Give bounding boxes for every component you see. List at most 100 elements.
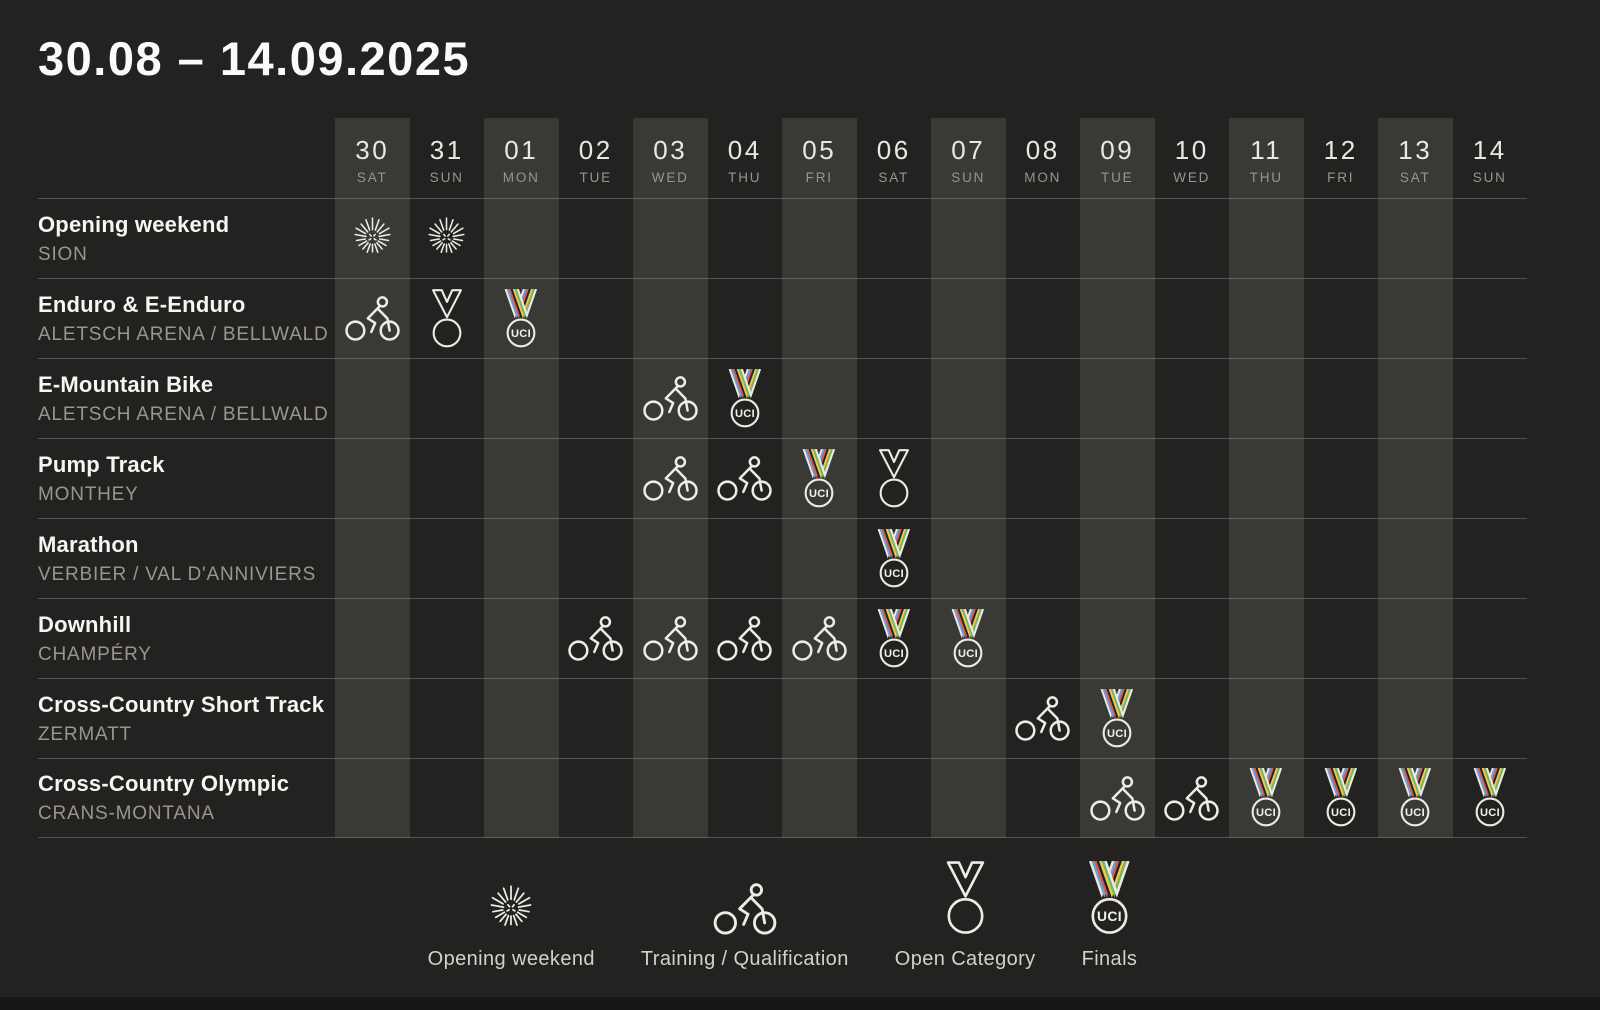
schedule-cell bbox=[1303, 438, 1378, 518]
schedule-cell bbox=[1005, 678, 1080, 758]
column-weekday: SUN bbox=[1472, 170, 1507, 185]
schedule-cell bbox=[856, 438, 931, 518]
cyclist-icon bbox=[345, 296, 400, 341]
schedule-cell bbox=[1303, 358, 1378, 438]
column-header: 04 THU bbox=[708, 118, 783, 198]
schedule-cell bbox=[1080, 678, 1155, 758]
schedule-cell bbox=[1229, 358, 1304, 438]
schedule-cell bbox=[1303, 678, 1378, 758]
schedule-cell bbox=[1154, 758, 1229, 838]
schedule-cell bbox=[633, 278, 708, 358]
legend-item: Open Category bbox=[895, 858, 1036, 971]
schedule-cell bbox=[1452, 198, 1527, 278]
schedule-cell bbox=[633, 518, 708, 598]
schedule-cell bbox=[1005, 278, 1080, 358]
column-weekday: SUN bbox=[429, 170, 464, 185]
schedule-cell bbox=[856, 598, 931, 678]
schedule-cell bbox=[335, 678, 410, 758]
schedule-cell bbox=[1229, 198, 1304, 278]
event-title: Downhill bbox=[38, 611, 132, 637]
column-day: 07 bbox=[951, 135, 986, 165]
schedule-cell bbox=[558, 278, 633, 358]
column-header: 13 SAT bbox=[1378, 118, 1453, 198]
schedule-cell bbox=[1080, 358, 1155, 438]
schedule-cell bbox=[409, 358, 484, 438]
cyclist-icon bbox=[643, 376, 698, 421]
schedule-cell bbox=[1080, 198, 1155, 278]
finals-uci-medal-icon bbox=[877, 528, 910, 587]
column-day: 03 bbox=[653, 135, 688, 165]
schedule-cell bbox=[335, 758, 410, 838]
schedule-cell bbox=[558, 438, 633, 518]
cyclist-icon bbox=[717, 456, 772, 501]
cyclist-icon bbox=[568, 616, 623, 661]
finals-uci-medal-icon bbox=[877, 608, 910, 667]
schedule-cell bbox=[931, 598, 1006, 678]
schedule-cell bbox=[1005, 198, 1080, 278]
schedule-cell bbox=[856, 678, 931, 758]
schedule-cell bbox=[335, 358, 410, 438]
column-header: 01 MON bbox=[484, 118, 559, 198]
schedule-cell bbox=[782, 278, 857, 358]
schedule-cell bbox=[931, 678, 1006, 758]
column-header: 03 WED bbox=[633, 118, 708, 198]
finals-uci-medal-icon bbox=[802, 448, 836, 507]
schedule-cell bbox=[707, 438, 782, 518]
schedule-cell bbox=[484, 518, 559, 598]
schedule-cell bbox=[931, 278, 1006, 358]
column-day: 30 bbox=[355, 135, 390, 165]
schedule-cell bbox=[409, 758, 484, 838]
legend-icon-holder bbox=[1087, 858, 1132, 936]
legend-label: Training / Qualification bbox=[640, 948, 849, 970]
schedule-cell bbox=[1303, 758, 1378, 838]
finals-uci-medal-icon bbox=[1249, 768, 1283, 827]
schedule-cell bbox=[1229, 278, 1304, 358]
schedule-cell bbox=[1229, 758, 1304, 838]
schedule-cell bbox=[1378, 678, 1453, 758]
schedule-cell bbox=[484, 438, 559, 518]
schedule-cell bbox=[856, 518, 931, 598]
schedule-cell bbox=[558, 198, 633, 278]
column-weekday: FRI bbox=[1327, 170, 1355, 185]
schedule-cell bbox=[1452, 598, 1527, 678]
schedule-cell bbox=[1154, 198, 1229, 278]
schedule-cell bbox=[484, 598, 559, 678]
schedule-cell bbox=[484, 198, 559, 278]
schedule-cell bbox=[782, 438, 857, 518]
schedule-cell bbox=[856, 278, 931, 358]
legend-label: Finals bbox=[1081, 948, 1138, 970]
schedule-cell bbox=[558, 678, 633, 758]
column-header: 02 TUE bbox=[559, 118, 634, 198]
column-header: 06 SAT bbox=[857, 118, 932, 198]
header-spacer bbox=[38, 118, 335, 198]
column-weekday: SUN bbox=[951, 170, 986, 185]
column-day: 31 bbox=[429, 135, 464, 165]
schedule-cell bbox=[633, 678, 708, 758]
column-header: 30 SAT bbox=[335, 118, 410, 198]
event-location: SION bbox=[38, 243, 88, 265]
column-day: 09 bbox=[1100, 135, 1135, 165]
event-title: E-Mountain Bike bbox=[38, 371, 214, 397]
schedule-cell bbox=[558, 358, 633, 438]
schedule-cell bbox=[484, 278, 559, 358]
schedule-cell bbox=[335, 518, 410, 598]
column-weekday: TUE bbox=[1101, 170, 1134, 185]
schedule-cell bbox=[1378, 358, 1453, 438]
schedule-cell bbox=[782, 598, 857, 678]
schedule-cell bbox=[1229, 678, 1304, 758]
event-location: ZERMATT bbox=[38, 723, 132, 745]
column-weekday: SAT bbox=[356, 170, 388, 185]
schedule-cell bbox=[1154, 438, 1229, 518]
schedule-cell bbox=[558, 598, 633, 678]
column-day: 12 bbox=[1323, 135, 1358, 165]
legend: Opening weekend Training / Qualification O… bbox=[38, 858, 1527, 971]
schedule-cell bbox=[1229, 598, 1304, 678]
column-weekday: FRI bbox=[805, 170, 833, 185]
schedule-cell bbox=[1378, 438, 1453, 518]
column-header: 09 TUE bbox=[1080, 118, 1155, 198]
bottom-strip bbox=[0, 997, 1600, 1010]
column-day: 05 bbox=[802, 135, 837, 165]
schedule-cell bbox=[335, 278, 410, 358]
schedule-cell bbox=[707, 758, 782, 838]
event-location: CHAMPÉRY bbox=[38, 643, 152, 665]
